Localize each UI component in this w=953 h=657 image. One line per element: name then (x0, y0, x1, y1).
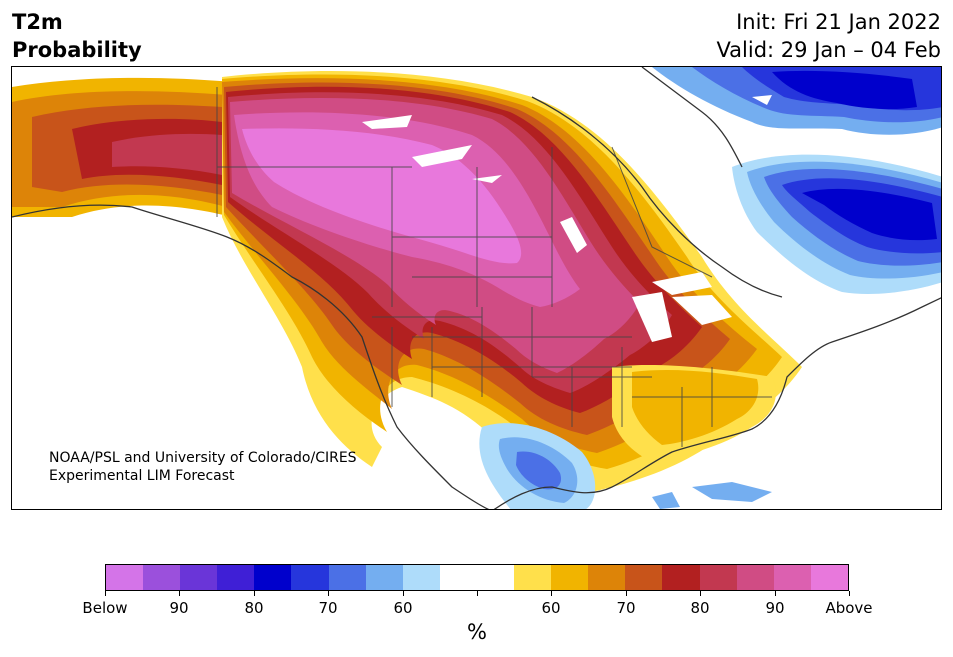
colorbar-swatch (476, 565, 515, 590)
title-line-1: T2m (12, 10, 63, 34)
colorbar-swatch (402, 565, 440, 590)
colorbar-swatch (143, 565, 181, 590)
colorbar-tick (254, 591, 255, 596)
colorbar-tick (477, 591, 478, 596)
colorbar-tick-label: Below (82, 599, 128, 617)
colorbar-swatch (588, 565, 626, 590)
init-date: Init: Fri 21 Jan 2022 (736, 10, 941, 34)
colorbar-tick-label: 80 (690, 599, 710, 617)
colorbar-swatch (217, 565, 255, 590)
colorbar-swatch (328, 565, 366, 590)
colorbar-swatch (291, 565, 329, 590)
colorbar-tick-label: Above (825, 599, 873, 617)
colorbar-swatch (180, 565, 218, 590)
colorbar-swatch (736, 565, 774, 590)
colorbar-swatch (625, 565, 663, 590)
probability-map (12, 67, 941, 509)
colorbar-swatch (699, 565, 737, 590)
colorbar-swatch (662, 565, 700, 590)
credit-line-2: Experimental LIM Forecast (49, 468, 235, 484)
credit-line-1: NOAA/PSL and University of Colorado/CIRE… (49, 450, 357, 466)
colorbar-swatch (365, 565, 403, 590)
colorbar-swatch (810, 565, 848, 590)
colorbar-tick-label: 70 (318, 599, 338, 617)
colorbar-tick (105, 591, 106, 596)
colorbar-tick-label: 90 (169, 599, 189, 617)
credit-text: NOAA/PSL and University of Colorado/CIRE… (49, 449, 357, 485)
chart-title: T2m Probability (12, 8, 142, 64)
colorbar-tick-label: 60 (393, 599, 413, 617)
colorbar-swatch (106, 565, 144, 590)
title-line-2: Probability (12, 38, 142, 62)
colorbar-swatch (551, 565, 589, 590)
forecast-dates: Init: Fri 21 Jan 2022 Valid: 29 Jan – 04… (716, 8, 941, 64)
colorbar-tick (849, 591, 850, 596)
colorbar-tick (775, 591, 776, 596)
colorbar-tick (179, 591, 180, 596)
colorbar-tick (403, 591, 404, 596)
colorbar (105, 564, 849, 591)
colorbar-tick-label: 80 (244, 599, 264, 617)
colorbar-swatch (254, 565, 292, 590)
colorbar-swatch (773, 565, 811, 590)
colorbar-tick (700, 591, 701, 596)
colorbar-tick-label: 60 (541, 599, 561, 617)
colorbar-unit: % (467, 620, 487, 644)
map-panel (11, 66, 942, 510)
colorbar-tick (328, 591, 329, 596)
colorbar-tick-label: 90 (765, 599, 785, 617)
colorbar-tick (551, 591, 552, 596)
colorbar-tick (626, 591, 627, 596)
colorbar-swatch (439, 565, 477, 590)
colorbar-swatch (514, 565, 552, 590)
colorbar-tick-label: 70 (616, 599, 636, 617)
valid-date: Valid: 29 Jan – 04 Feb (716, 38, 941, 62)
